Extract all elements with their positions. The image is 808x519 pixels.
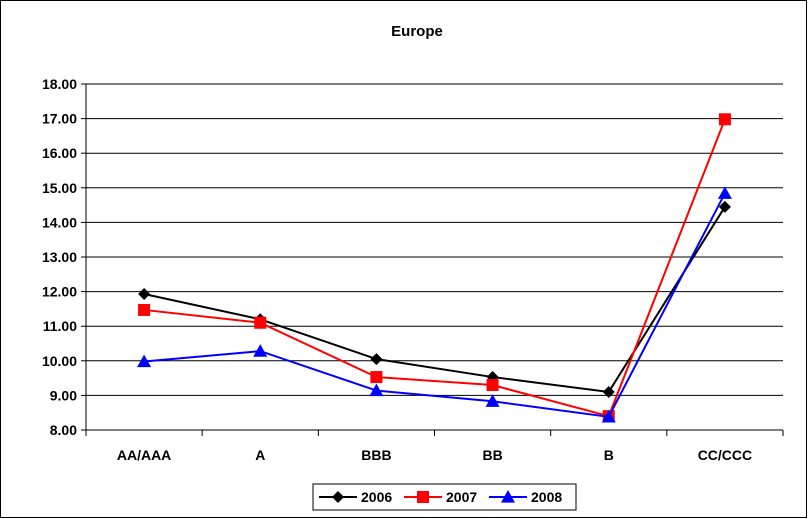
y-tick-label: 14.00 <box>42 214 77 230</box>
x-tick-label: CC/CCC <box>698 447 752 463</box>
data-point <box>137 354 152 368</box>
legend-marker <box>501 490 515 503</box>
legend-label: 2006 <box>361 489 392 505</box>
data-point <box>370 353 383 366</box>
y-tick-label: 8.00 <box>50 422 77 438</box>
data-point <box>138 288 151 301</box>
series-2008 <box>137 186 732 423</box>
legend-item-2008: 2008 <box>489 489 562 505</box>
series-line <box>143 206 726 394</box>
legend-marker <box>332 491 344 503</box>
series-line <box>143 192 726 418</box>
x-tick-label: AA/AAA <box>117 447 171 463</box>
data-point <box>254 316 267 329</box>
axes: 8.00 9.00 10.00 11.00 12.00 13.00 14.00 15.00 16… <box>42 76 784 463</box>
legend-label: 2008 <box>531 489 562 505</box>
data-point <box>138 303 151 316</box>
gridlines <box>86 83 783 396</box>
x-tick-label: B <box>604 447 614 463</box>
legend-label: 2007 <box>446 489 477 505</box>
legend-item-2006: 2006 <box>319 489 392 505</box>
y-tick-label: 11.00 <box>43 318 77 334</box>
data-point <box>370 371 383 384</box>
y-tick-label: 15.00 <box>42 180 77 196</box>
y-tick-label: 17.00 <box>42 111 77 127</box>
legend-item-2007: 2007 <box>404 489 477 505</box>
y-tick-label: 12.00 <box>42 284 77 300</box>
y-tick-label: 18.00 <box>42 76 77 92</box>
x-tick-label: BBB <box>361 447 391 463</box>
y-tick-label: 10.00 <box>42 353 77 369</box>
y-tick-label: 16.00 <box>42 145 77 161</box>
data-point <box>718 113 731 126</box>
x-tick-label: BB <box>482 447 502 463</box>
legend-marker <box>417 491 429 503</box>
chart-title: Europe <box>391 23 443 40</box>
data-point <box>718 200 731 213</box>
data-point <box>602 385 615 398</box>
data-point <box>485 394 500 407</box>
x-tick-label: A <box>255 447 265 463</box>
data-point <box>601 409 616 423</box>
data-point <box>717 186 732 199</box>
data-point <box>486 379 499 392</box>
y-tick-label: 13.00 <box>42 249 77 265</box>
series-lines <box>137 113 732 423</box>
data-point <box>369 383 384 397</box>
legend: 2006 2007 2008 <box>312 483 577 511</box>
series-line <box>143 118 726 418</box>
data-point <box>253 344 268 357</box>
y-tick-label: 9.00 <box>50 387 77 403</box>
